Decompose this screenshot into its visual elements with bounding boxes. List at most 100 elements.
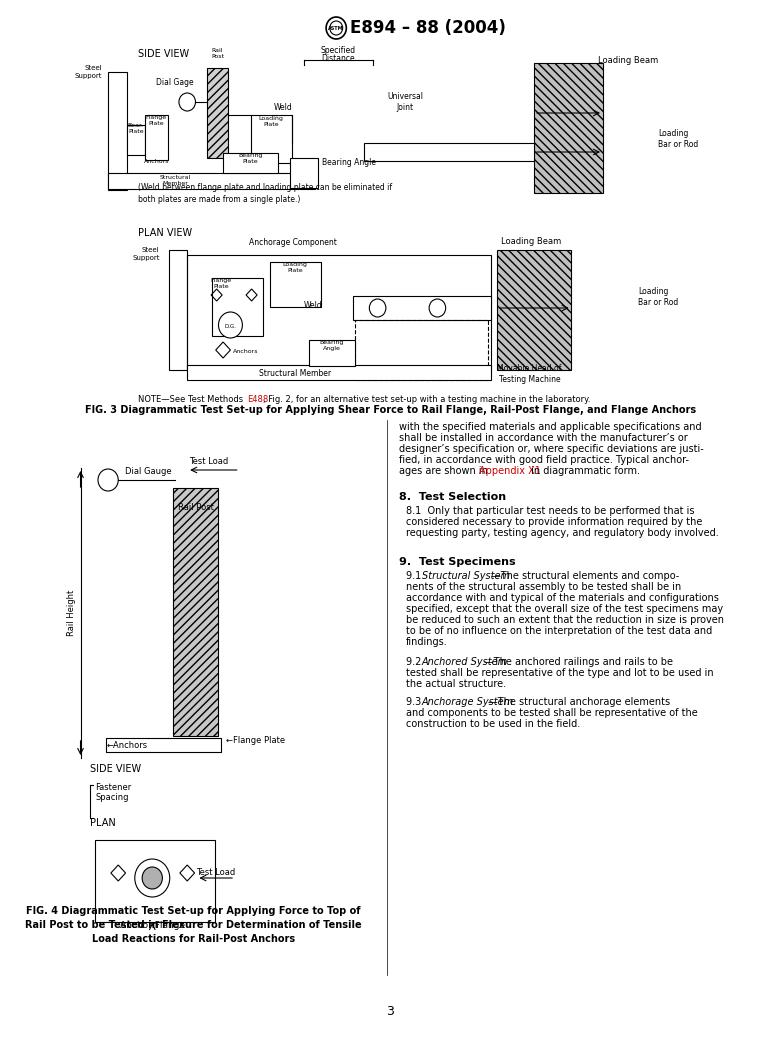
- Text: SIDE VIEW: SIDE VIEW: [89, 764, 141, 775]
- Text: 9.1: 9.1: [406, 572, 428, 581]
- Text: findings.: findings.: [406, 637, 448, 648]
- Text: PLAN VIEW: PLAN VIEW: [138, 228, 193, 238]
- Bar: [169, 250, 187, 370]
- Text: Bearing Angle: Bearing Angle: [322, 158, 377, 167]
- Text: Loading Beam: Loading Beam: [501, 237, 562, 246]
- Text: Flange
Plate: Flange Plate: [145, 116, 166, 126]
- Text: Test Load: Test Load: [189, 457, 228, 466]
- Text: Structural System: Structural System: [422, 572, 510, 581]
- Text: considered necessary to provide information required by the: considered necessary to provide informat…: [406, 517, 703, 527]
- Text: Loadiṅg
Plate: Loadiṅg Plate: [258, 117, 283, 127]
- Text: nents of the structural assembly to be tested shall be in: nents of the structural assembly to be t…: [406, 582, 682, 592]
- Text: Rail Height: Rail Height: [67, 590, 75, 636]
- Text: Dial Gauge: Dial Gauge: [124, 467, 171, 476]
- Text: Bearing
Angle: Bearing Angle: [320, 340, 344, 351]
- Text: ASTM: ASTM: [328, 25, 344, 30]
- Text: FIG. 3 Diagrammatic Test Set-up for Applying Shear Force to Rail Flange, Rail-Po: FIG. 3 Diagrammatic Test Set-up for Appl…: [85, 405, 696, 415]
- Bar: [355, 320, 488, 380]
- Bar: [187, 255, 491, 370]
- Circle shape: [135, 859, 170, 897]
- Text: Rail Post: Rail Post: [177, 503, 213, 512]
- Text: 9.3: 9.3: [406, 697, 428, 707]
- Text: Steel
Support: Steel Support: [132, 248, 159, 261]
- Text: Dial Gage: Dial Gage: [156, 78, 194, 87]
- Text: accordance with and typical of the materials and configurations: accordance with and typical of the mater…: [406, 593, 719, 603]
- Bar: [270, 262, 321, 307]
- Text: Anchored System: Anchored System: [422, 657, 508, 667]
- Text: 9.2: 9.2: [406, 657, 428, 667]
- Bar: [187, 365, 491, 380]
- Text: Flange
Plate: Flange Plate: [211, 278, 232, 289]
- Text: with the specified materials and applicable specifications and: with the specified materials and applica…: [399, 422, 702, 432]
- Text: ←Anchors: ←Anchors: [107, 741, 147, 750]
- Text: designer’s specification or, where specific deviations are justi-: designer’s specification or, where speci…: [399, 445, 703, 454]
- Text: Bearing
Plate: Bearing Plate: [239, 153, 263, 164]
- Text: (Weld between flange plate and loading plate can be eliminated if
both plates ar: (Weld between flange plate and loading p…: [138, 182, 393, 204]
- Text: Loading
Bar or Rod: Loading Bar or Rod: [658, 129, 699, 149]
- Bar: [497, 250, 571, 370]
- Text: Loading
Plate: Loading Plate: [282, 262, 307, 273]
- Text: 8.1  Only that particular test needs to be performed that is: 8.1 Only that particular test needs to b…: [406, 506, 695, 516]
- Text: SIDE VIEW: SIDE VIEW: [138, 49, 190, 59]
- Text: Structural Member: Structural Member: [259, 369, 331, 378]
- Text: Loading Beam: Loading Beam: [598, 56, 659, 65]
- Bar: [212, 278, 263, 336]
- Text: 3: 3: [387, 1005, 394, 1018]
- Text: Anchors: Anchors: [233, 349, 259, 354]
- Text: Anchorage System: Anchorage System: [422, 697, 514, 707]
- Bar: [95, 840, 215, 922]
- Text: in diagrammatic form.: in diagrammatic form.: [528, 466, 640, 476]
- Circle shape: [142, 867, 163, 889]
- Circle shape: [98, 469, 118, 491]
- Bar: [108, 173, 315, 189]
- Text: Movable Head of
Testing Machine: Movable Head of Testing Machine: [497, 364, 562, 384]
- Bar: [208, 68, 228, 158]
- Text: E488: E488: [247, 395, 268, 404]
- Bar: [352, 296, 491, 320]
- Text: Steel
Support: Steel Support: [74, 66, 102, 79]
- Text: Universal
Joint: Universal Joint: [387, 92, 423, 112]
- Text: be reduced to such an extent that the reduction in size is proven: be reduced to such an extent that the re…: [406, 615, 724, 625]
- Text: to be of no influence on the interpretation of the test data and: to be of no influence on the interpretat…: [406, 626, 713, 636]
- Bar: [364, 143, 534, 161]
- Text: fied, in accordance with good field practice. Typical anchor-: fied, in accordance with good field prac…: [399, 455, 689, 465]
- Text: Rail
Post: Rail Post: [211, 48, 224, 59]
- Text: Spacing: Spacing: [95, 793, 128, 802]
- Text: ages are shown in: ages are shown in: [399, 466, 488, 476]
- Text: Specified: Specified: [321, 46, 356, 55]
- Bar: [107, 738, 221, 752]
- Text: Weld: Weld: [304, 301, 323, 310]
- Bar: [173, 488, 218, 736]
- Circle shape: [179, 93, 195, 111]
- Text: construction to be used in the field.: construction to be used in the field.: [406, 719, 580, 729]
- Bar: [223, 153, 279, 173]
- Text: 9.  Test Specimens: 9. Test Specimens: [399, 557, 515, 567]
- Text: NOTE—See Test Methods: NOTE—See Test Methods: [138, 395, 246, 404]
- Text: —The anchored railings and rails to be: —The anchored railings and rails to be: [485, 657, 673, 667]
- Text: the actual structure.: the actual structure.: [406, 679, 506, 689]
- Text: Loading
Bar or Rod: Loading Bar or Rod: [638, 287, 678, 307]
- Circle shape: [219, 312, 243, 338]
- Text: Anchors: Anchors: [144, 159, 170, 164]
- Text: PLAN: PLAN: [89, 818, 115, 828]
- Text: D.G.: D.G.: [224, 324, 237, 329]
- Text: Fastener: Fastener: [95, 783, 131, 792]
- Text: —The structural elements and compo-: —The structural elements and compo-: [491, 572, 679, 581]
- Text: —The structural anchorage elements: —The structural anchorage elements: [488, 697, 670, 707]
- Text: specified, except that the overall size of the test specimens may: specified, except that the overall size …: [406, 604, 724, 614]
- Bar: [108, 72, 127, 191]
- Bar: [127, 125, 145, 155]
- Bar: [534, 64, 603, 193]
- Text: , Fig. 2, for an alternative test set-up with a testing machine in the laborator: , Fig. 2, for an alternative test set-up…: [263, 395, 591, 404]
- Text: Test Load: Test Load: [196, 868, 236, 877]
- Text: shall be installed in accordance with the manufacturer’s or: shall be installed in accordance with th…: [399, 433, 688, 443]
- Bar: [145, 115, 168, 160]
- Bar: [251, 115, 292, 163]
- Text: Anchor Flange: Anchor Flange: [120, 921, 185, 930]
- Text: E894 – 88 (2004): E894 – 88 (2004): [350, 19, 506, 37]
- Text: 8.  Test Selection: 8. Test Selection: [399, 492, 506, 502]
- Text: Structural
Member: Structural Member: [159, 175, 191, 186]
- Text: tested shall be representative of the type and lot to be used in: tested shall be representative of the ty…: [406, 668, 713, 678]
- Text: and components to be tested shall be representative of the: and components to be tested shall be rep…: [406, 708, 698, 718]
- Bar: [290, 158, 318, 188]
